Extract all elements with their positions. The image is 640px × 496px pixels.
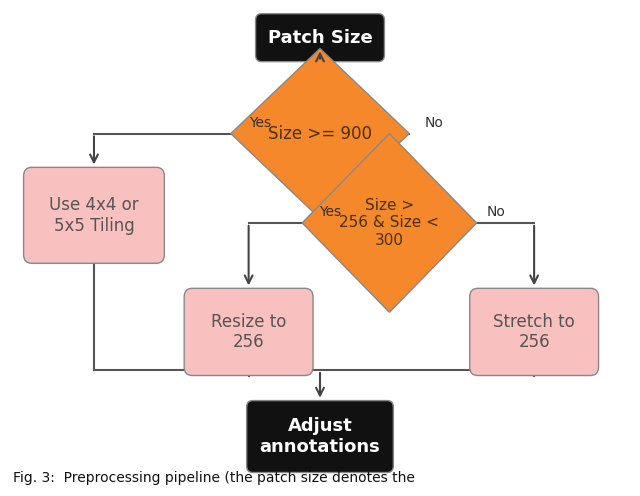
Text: Patch Size: Patch Size	[268, 29, 372, 47]
Text: Size >= 900: Size >= 900	[268, 124, 372, 142]
Polygon shape	[231, 49, 409, 219]
FancyBboxPatch shape	[255, 14, 385, 62]
Text: Use 4x4 or
5x5 Tiling: Use 4x4 or 5x5 Tiling	[49, 196, 139, 235]
Text: Fig. 3:  Preprocessing pipeline (the patch size denotes the: Fig. 3: Preprocessing pipeline (the patc…	[13, 471, 415, 485]
Text: Yes: Yes	[250, 116, 271, 129]
Text: Adjust
annotations: Adjust annotations	[260, 417, 380, 456]
FancyBboxPatch shape	[246, 401, 394, 473]
Text: Stretch to
256: Stretch to 256	[493, 312, 575, 351]
Text: No: No	[424, 116, 444, 129]
Polygon shape	[302, 133, 477, 312]
FancyBboxPatch shape	[184, 288, 313, 375]
Text: Resize to
256: Resize to 256	[211, 312, 286, 351]
Text: Yes: Yes	[319, 205, 341, 219]
Text: No: No	[487, 205, 506, 219]
FancyBboxPatch shape	[24, 167, 164, 263]
Text: Size >
256 & Size <
300: Size > 256 & Size < 300	[339, 198, 439, 248]
FancyBboxPatch shape	[470, 288, 598, 375]
